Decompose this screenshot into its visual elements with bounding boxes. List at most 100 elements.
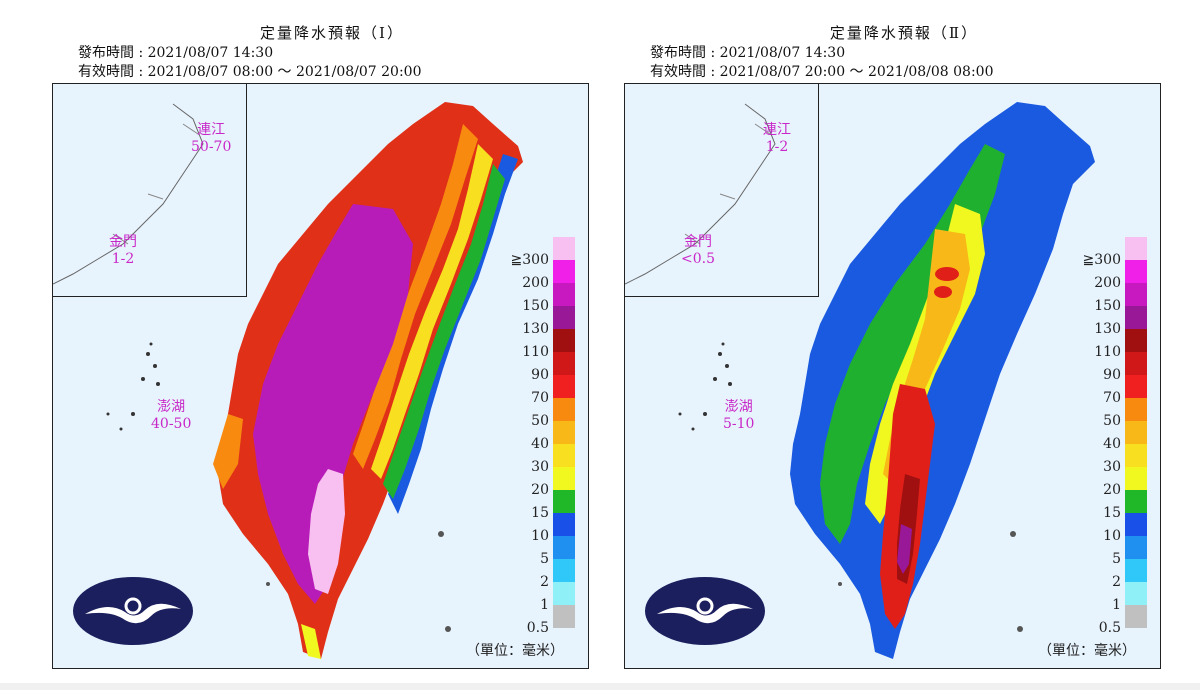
legend-label: 2 <box>540 574 549 590</box>
rainfall-map <box>678 102 1095 659</box>
legend-label: 0.5 <box>526 620 549 636</box>
legend-label: 5 <box>1112 551 1121 567</box>
kinmen-value: 1-2 <box>111 251 135 267</box>
issue-time: 發布時間 : 2021/08/07 14:30 <box>650 45 846 61</box>
legend-label: 130 <box>1094 321 1121 337</box>
legend-label: 1 <box>540 597 549 613</box>
legend-swatch <box>553 398 575 421</box>
unit-label: （單位：毫米） <box>1038 643 1136 659</box>
coastline-inset <box>53 103 204 285</box>
legend-label: 5 <box>540 551 549 567</box>
legend-swatch <box>1125 513 1147 536</box>
cwb-logo <box>645 576 765 646</box>
legend-label: 90 <box>1103 367 1121 383</box>
legend-swatch <box>1125 352 1147 375</box>
legend-swatch <box>553 352 575 375</box>
legend-swatch <box>553 375 575 398</box>
legend-label: 30 <box>531 459 549 475</box>
legend-swatch <box>553 605 575 628</box>
penghu-islands <box>678 342 732 431</box>
map-title: 定量降水預報（Ⅱ） <box>829 24 979 42</box>
penghu-name: 澎湖 <box>724 399 753 415</box>
legend-swatch <box>1125 444 1147 467</box>
legend-label: 30 <box>1103 459 1121 475</box>
legend-label: 40 <box>531 436 549 452</box>
legend-swatch <box>553 467 575 490</box>
legend-label: ≧300 <box>1082 252 1121 268</box>
legend-swatch <box>553 260 575 283</box>
matsu-value: 1-2 <box>765 139 789 155</box>
legend-swatch <box>1125 398 1147 421</box>
penghu-label: 澎湖 5-10 <box>723 399 754 433</box>
legend-label: 1 <box>1112 597 1121 613</box>
kinmen-value: <0.5 <box>681 251 715 267</box>
kinmen-label: 金門 1-2 <box>109 234 137 268</box>
penghu-value: 5-10 <box>723 416 755 432</box>
unit-label: （單位：毫米） <box>466 643 564 659</box>
legend-swatch <box>1125 329 1147 352</box>
legend-label: 150 <box>522 298 549 314</box>
legend-label: 110 <box>522 344 549 360</box>
legend-swatch <box>1125 467 1147 490</box>
issue-time: 發布時間 : 2021/08/07 14:30 <box>78 45 274 61</box>
legend-swatch <box>1125 490 1147 513</box>
legend-swatch <box>1125 237 1147 260</box>
legend-swatch <box>553 306 575 329</box>
legend-swatch <box>553 513 575 536</box>
legend-swatch <box>553 444 575 467</box>
matsu-label: 連江 1-2 <box>763 122 791 156</box>
legend-label: 15 <box>1103 505 1121 521</box>
legend-swatch <box>1125 536 1147 559</box>
legend-swatch <box>1125 375 1147 398</box>
legend-label: 200 <box>1094 275 1121 291</box>
legend-label: 20 <box>1103 482 1121 498</box>
legend-label: 50 <box>531 413 549 429</box>
legend-label: 40 <box>1103 436 1121 452</box>
legend-swatch <box>553 329 575 352</box>
legend-label: 70 <box>1103 390 1121 406</box>
legend-swatch <box>553 421 575 444</box>
matsu-name: 連江 <box>197 122 226 138</box>
legend-swatch <box>1125 260 1147 283</box>
legend-swatch <box>553 283 575 306</box>
legend-label: 2 <box>1112 574 1121 590</box>
map-panel-1: 定量降水預報（Ⅰ） 發布時間 : 2021/08/07 14:30 有效時間 :… <box>52 0 612 690</box>
penghu-value: 40-50 <box>151 416 192 432</box>
legend-swatch <box>1125 582 1147 605</box>
inset-map: 連江 1-2 金門 <0.5 <box>625 84 819 297</box>
legend-label: 150 <box>1094 298 1121 314</box>
matsu-label: 連江 50-70 <box>191 122 231 156</box>
map-frame: 連江 1-2 金門 <0.5 澎湖 5-10 ≧300 200 150 130 110 9… <box>624 83 1161 669</box>
kinmen-name: 金門 <box>109 234 137 250</box>
matsu-name: 連江 <box>763 122 791 138</box>
kinmen-label: 金門 <0.5 <box>681 234 715 268</box>
legend-label: 10 <box>531 528 549 544</box>
legend-swatch <box>553 559 575 582</box>
legend-label: 110 <box>1094 344 1121 360</box>
legend-label: 200 <box>522 275 549 291</box>
legend-swatch <box>553 237 575 260</box>
legend-swatch <box>553 490 575 513</box>
penghu-name: 澎湖 <box>157 399 186 415</box>
rainfall-map <box>106 102 523 659</box>
cwb-logo <box>73 576 193 646</box>
legend-label: 20 <box>531 482 549 498</box>
legend-swatch <box>1125 283 1147 306</box>
inset-map: 連江 50-70 金門 1-2 <box>53 84 247 297</box>
map-frame: 連江 50-70 金門 1-2 澎湖 40-50 ≧300 200 150 130 11… <box>52 83 589 669</box>
penghu-label: 澎湖 40-50 <box>151 399 191 433</box>
legend-swatch <box>1125 306 1147 329</box>
legend-label: 15 <box>531 505 549 521</box>
matsu-value: 50-70 <box>191 139 232 155</box>
legend-swatch <box>553 582 575 605</box>
legend-swatch <box>1125 605 1147 628</box>
legend-label: 70 <box>531 390 549 406</box>
kinmen-name: 金門 <box>684 234 712 250</box>
legend-label: 90 <box>531 367 549 383</box>
map-title: 定量降水預報（Ⅰ） <box>260 24 404 42</box>
bottom-strip <box>0 683 1200 690</box>
coastline-inset <box>625 103 776 285</box>
map-panel-2: 定量降水預報（Ⅱ） 發布時間 : 2021/08/07 14:30 有效時間 :… <box>624 0 1184 690</box>
legend-swatch <box>1125 559 1147 582</box>
valid-time: 有效時間 : 2021/08/07 20:00 ～ 2021/08/08 08:… <box>650 64 994 80</box>
